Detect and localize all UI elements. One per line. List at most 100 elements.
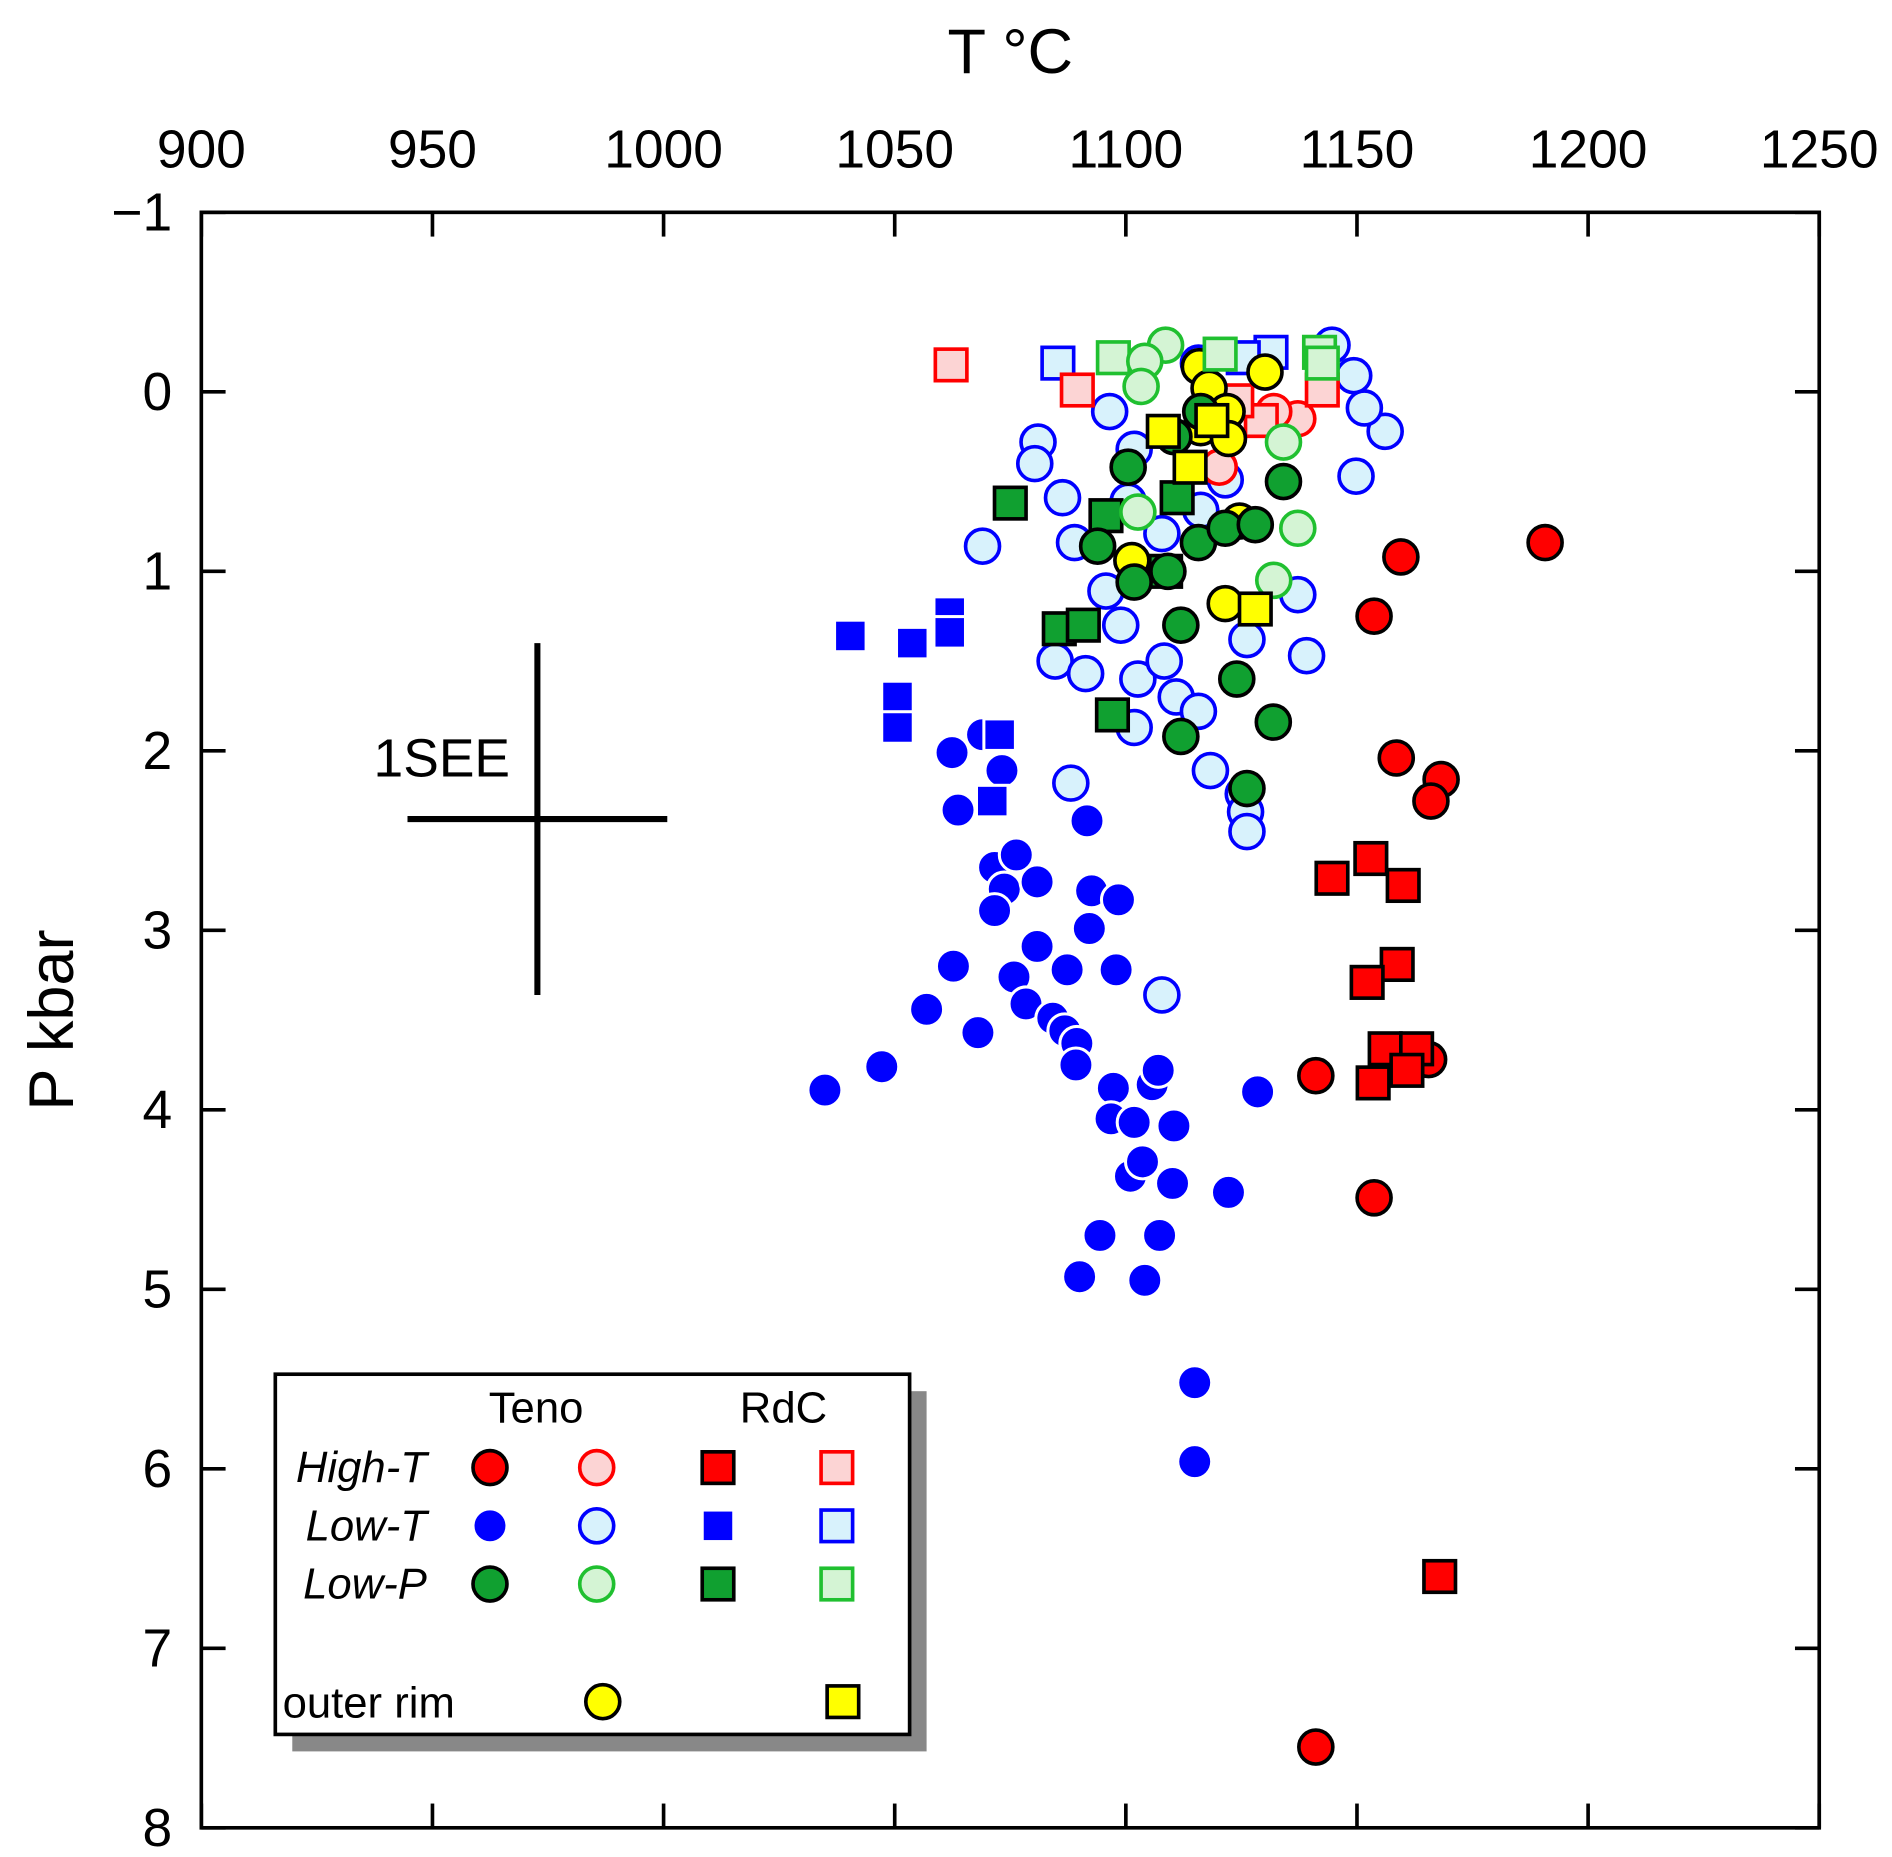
data-point [1143, 976, 1181, 1014]
data-point [1061, 1258, 1099, 1296]
series-low-p-teno [1078, 392, 1303, 808]
data-point [1101, 606, 1140, 644]
data-point [1162, 606, 1200, 644]
legend-header-rdc: RdC [740, 1384, 827, 1433]
legend-box [273, 1372, 912, 1737]
data-point [1145, 413, 1181, 449]
data-point [1095, 340, 1131, 376]
data-point [933, 347, 969, 383]
y-tick-label: −1 [111, 184, 172, 243]
legend-marker [700, 1450, 736, 1486]
data-point [880, 710, 915, 745]
data-point [1162, 717, 1200, 756]
legend-label-high-t: High-T [296, 1443, 430, 1492]
series-high-t-rdc [1314, 840, 1458, 1595]
data-point [1379, 946, 1415, 983]
data-point [1254, 703, 1293, 741]
data-point [1355, 597, 1393, 635]
data-point [1115, 563, 1153, 601]
y-tick-label: 4 [143, 1081, 173, 1140]
data-point [1228, 620, 1266, 659]
data-point [1139, 1051, 1177, 1089]
data-point [1349, 964, 1385, 1000]
data-point [1345, 389, 1384, 427]
legend-header-teno: Teno [489, 1384, 584, 1433]
data-point [1065, 607, 1101, 643]
data-point [880, 679, 915, 715]
data-point [933, 734, 971, 772]
data-point [1264, 462, 1303, 501]
y-tick-label: 5 [143, 1261, 173, 1320]
data-point [1228, 812, 1266, 851]
data-point [1078, 527, 1117, 565]
data-point [1314, 860, 1350, 896]
data-point [1066, 654, 1105, 693]
data-point [983, 752, 1021, 790]
y-tick-label: 0 [143, 363, 173, 422]
data-point [1088, 498, 1124, 534]
data-point [1068, 802, 1106, 840]
data-point [1246, 353, 1284, 391]
series-low-t-teno [806, 716, 1277, 1481]
data-point [1154, 1164, 1192, 1202]
data-point [894, 625, 930, 661]
data-point [1176, 1443, 1214, 1481]
data-point [1297, 1728, 1335, 1766]
data-point [1119, 493, 1157, 531]
y-tick-label: 7 [143, 1620, 173, 1679]
data-point [1141, 1216, 1179, 1254]
legend-label-low-t: Low-T [306, 1501, 431, 1550]
data-point [1412, 782, 1450, 820]
series-low-p-rdc-outer [1095, 334, 1340, 381]
data-point [1297, 1056, 1335, 1095]
error-bar-label: 1SEE [374, 729, 510, 788]
data-point [1119, 660, 1157, 698]
data-point [1353, 840, 1389, 877]
series-low-t-rdc-outer [1040, 334, 1289, 381]
legend-label-low-p: Low-P [303, 1560, 427, 1609]
legend-label-outer-rim: outer rim [283, 1678, 455, 1727]
data-point [1179, 692, 1218, 731]
data-points [806, 326, 1564, 1766]
y-tick-label: 6 [143, 1440, 173, 1499]
data-point [1526, 523, 1564, 562]
data-point [1070, 910, 1108, 948]
data-point [1018, 927, 1056, 965]
data-point [1048, 951, 1086, 989]
legend-marker [577, 1448, 616, 1487]
x-tick-label: 1200 [1529, 120, 1648, 179]
x-axis-label: T °C [947, 17, 1073, 87]
x-tick-label: 1100 [1068, 120, 1183, 179]
data-point [1422, 1558, 1458, 1595]
legend-marker [700, 1566, 736, 1602]
legend-marker [819, 1566, 855, 1602]
legend-marker [819, 1508, 855, 1544]
data-point [1097, 951, 1135, 989]
data-point [1123, 1143, 1161, 1181]
data-point [1172, 449, 1208, 485]
series-high-t-teno [1297, 523, 1564, 1766]
data-point [1143, 514, 1181, 553]
data-point [939, 791, 977, 829]
data-point [1191, 751, 1230, 790]
data-point [959, 1014, 997, 1052]
data-point [908, 990, 946, 1028]
data-point [982, 717, 1017, 752]
data-point [1059, 372, 1095, 408]
data-point [1228, 769, 1266, 808]
data-point [932, 615, 968, 650]
x-tick-label: 1000 [604, 120, 723, 179]
data-point [1209, 1173, 1247, 1211]
data-point [992, 485, 1028, 521]
y-axis-label: P kbar [17, 930, 87, 1111]
axis-ticks: 900 950 1000 1050 1100 1150 1200 1250 −1 0 1 2 3 4 5 6 7… [111, 120, 1878, 1857]
y-tick-label: 3 [143, 902, 173, 961]
error-cross: 1SEE [374, 643, 668, 995]
data-point [1239, 1073, 1277, 1111]
data-point [1377, 739, 1416, 777]
data-point [1337, 457, 1375, 495]
data-point [1334, 356, 1373, 395]
legend-marker [700, 1508, 736, 1544]
data-point [1043, 478, 1082, 517]
